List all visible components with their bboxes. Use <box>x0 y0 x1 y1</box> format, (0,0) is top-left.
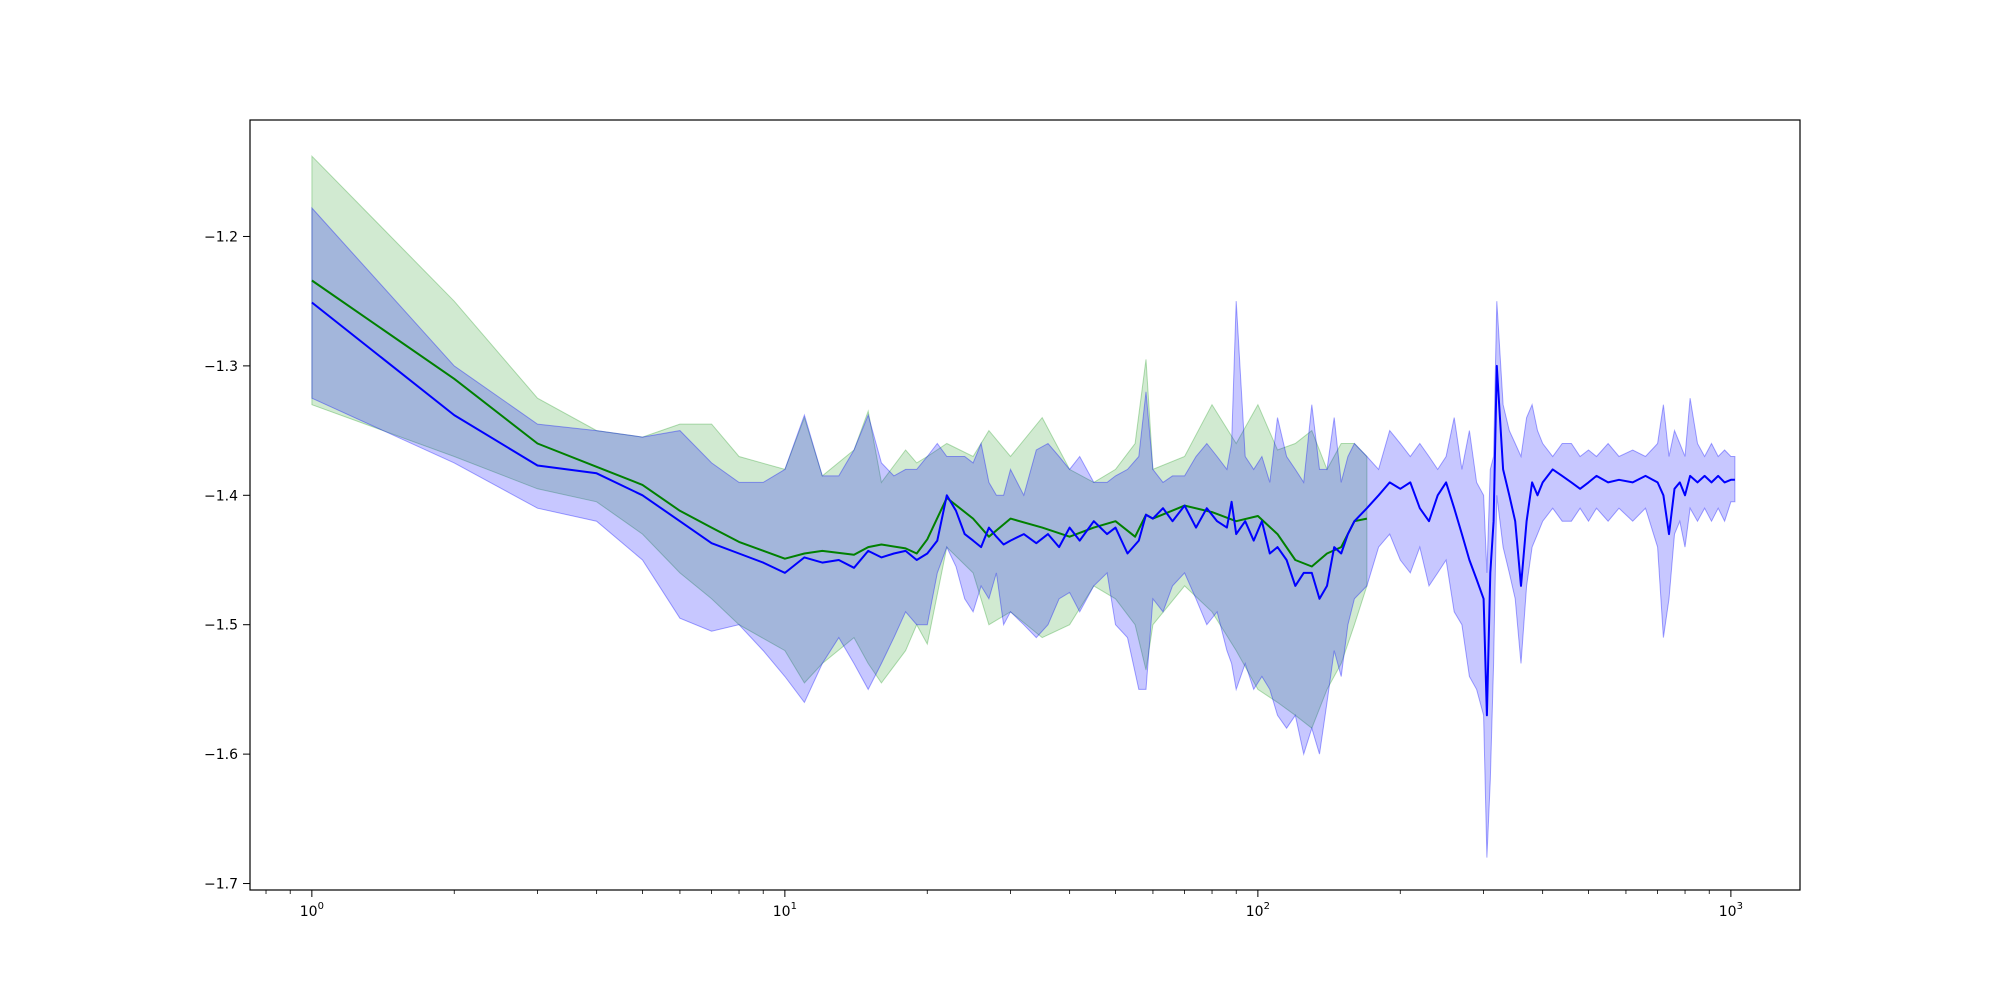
x-tick-label: 102 <box>1246 901 1270 920</box>
series-1-band <box>311 154 1368 730</box>
y-tick-label: −1.4 <box>204 488 238 504</box>
x-tick-label: 103 <box>1719 901 1743 920</box>
mean-lines <box>311 279 1735 717</box>
series-1-line <box>311 279 1368 568</box>
plot-area-frame <box>249 119 1801 891</box>
x-tick-label: 100 <box>300 901 324 920</box>
x-tick-label: 101 <box>773 901 797 920</box>
y-axis: −1.2 −1.3 −1.4 −1.5 −1.6 −1.7 <box>204 229 250 893</box>
y-tick-label: −1.7 <box>204 877 238 893</box>
series-2-line <box>311 301 1735 717</box>
y-tick-label: −1.2 <box>204 229 238 245</box>
confidence-bands <box>311 154 1736 858</box>
y-tick-label: −1.6 <box>204 747 238 763</box>
y-tick-label: −1.3 <box>204 359 238 375</box>
y-tick-label: −1.5 <box>204 618 238 634</box>
series-2-band <box>311 206 1736 858</box>
x-axis: 100 101 102 103 <box>265 890 1743 920</box>
